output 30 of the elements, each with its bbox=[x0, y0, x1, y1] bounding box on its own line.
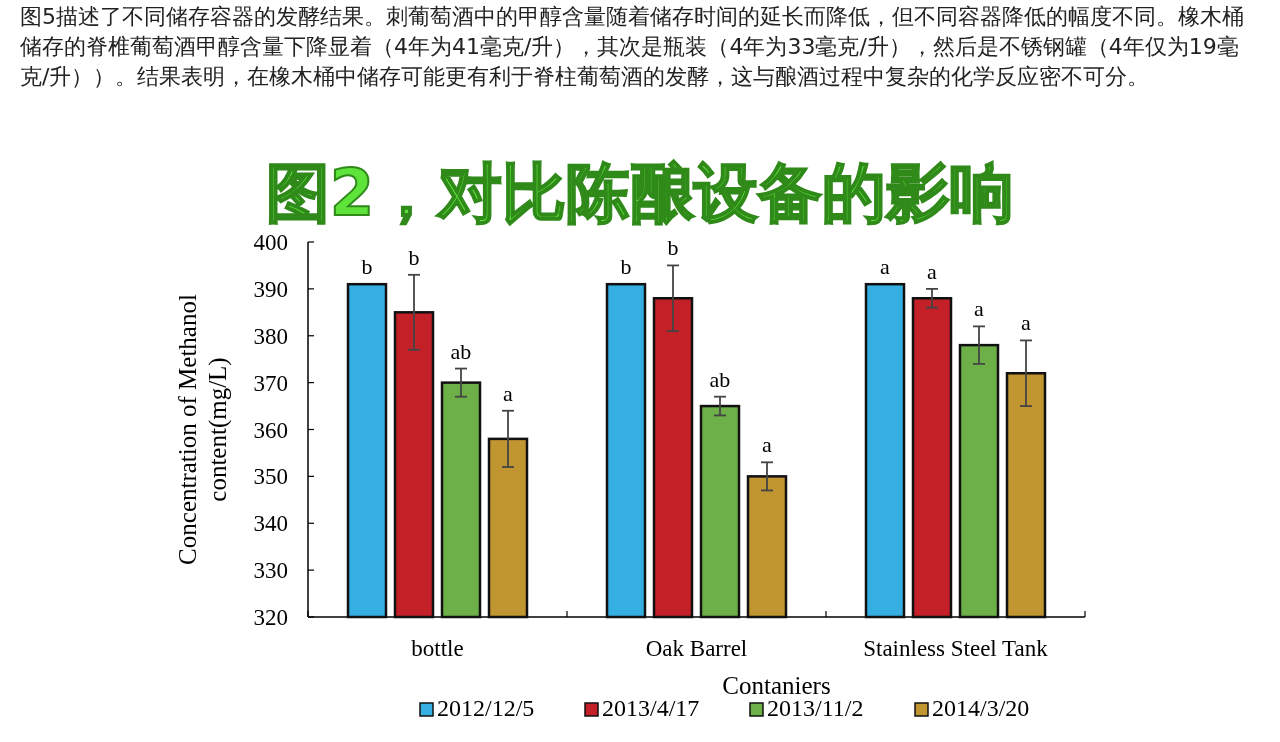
y-tick-label: 370 bbox=[253, 370, 288, 396]
legend-label: 2012/12/5 bbox=[437, 695, 535, 721]
legend-label: 2014/3/20 bbox=[932, 695, 1030, 721]
y-tick-label: 320 bbox=[253, 605, 288, 630]
data-label: b bbox=[620, 254, 632, 280]
y-tick-label: 380 bbox=[253, 323, 288, 349]
chart-title: 图2，对比陈酿设备的影响 bbox=[264, 155, 1016, 232]
y-tick-label: 350 bbox=[253, 464, 288, 490]
data-label: a bbox=[1021, 310, 1032, 336]
data-label: a bbox=[503, 380, 514, 406]
data-label: a bbox=[762, 432, 773, 458]
y-tick-label: 400 bbox=[253, 230, 288, 255]
data-label: a bbox=[927, 258, 938, 284]
data-label: ab bbox=[450, 338, 472, 364]
x-tick-label: Oak Barrel bbox=[645, 636, 748, 661]
data-label: a bbox=[974, 296, 985, 322]
y-tick-label: 390 bbox=[253, 276, 288, 302]
legend-label: 2013/4/17 bbox=[602, 695, 700, 721]
data-label: b bbox=[667, 235, 679, 261]
y-tick-label: 340 bbox=[253, 511, 288, 537]
chart-subtitle: 图5描述了不同储存容器的发酵结果。刺葡萄酒中的甲醇含量随着储存时间的延长而降低，但不同容器降低的幅度不同。橡木桶储存的脊椎葡萄酒甲醇含量下降显着（4年为41毫克/升），其次是瓶装（4年为33毫克/升），然后是不锈钢罐（4年仅为19毫克/升））。结果表明，在橡木桶中储存可能更有利于脊柱葡萄酒的发酵，这与酿酒过程中复杂的化学反应密不可分。 bbox=[20, 3, 1245, 91]
x-tick-label: Stainless Steel Tank bbox=[863, 636, 1049, 661]
y-tick-label: 330 bbox=[253, 558, 288, 584]
data-label: b bbox=[361, 254, 373, 280]
data-label: a bbox=[880, 254, 891, 280]
y-tick-label: 360 bbox=[253, 417, 288, 443]
data-label: ab bbox=[709, 366, 731, 392]
data-label: b bbox=[408, 244, 420, 270]
x-tick-label: bottle bbox=[411, 636, 464, 661]
y-axis-title: Concentration of Methanol content(mg/L) bbox=[174, 294, 232, 565]
